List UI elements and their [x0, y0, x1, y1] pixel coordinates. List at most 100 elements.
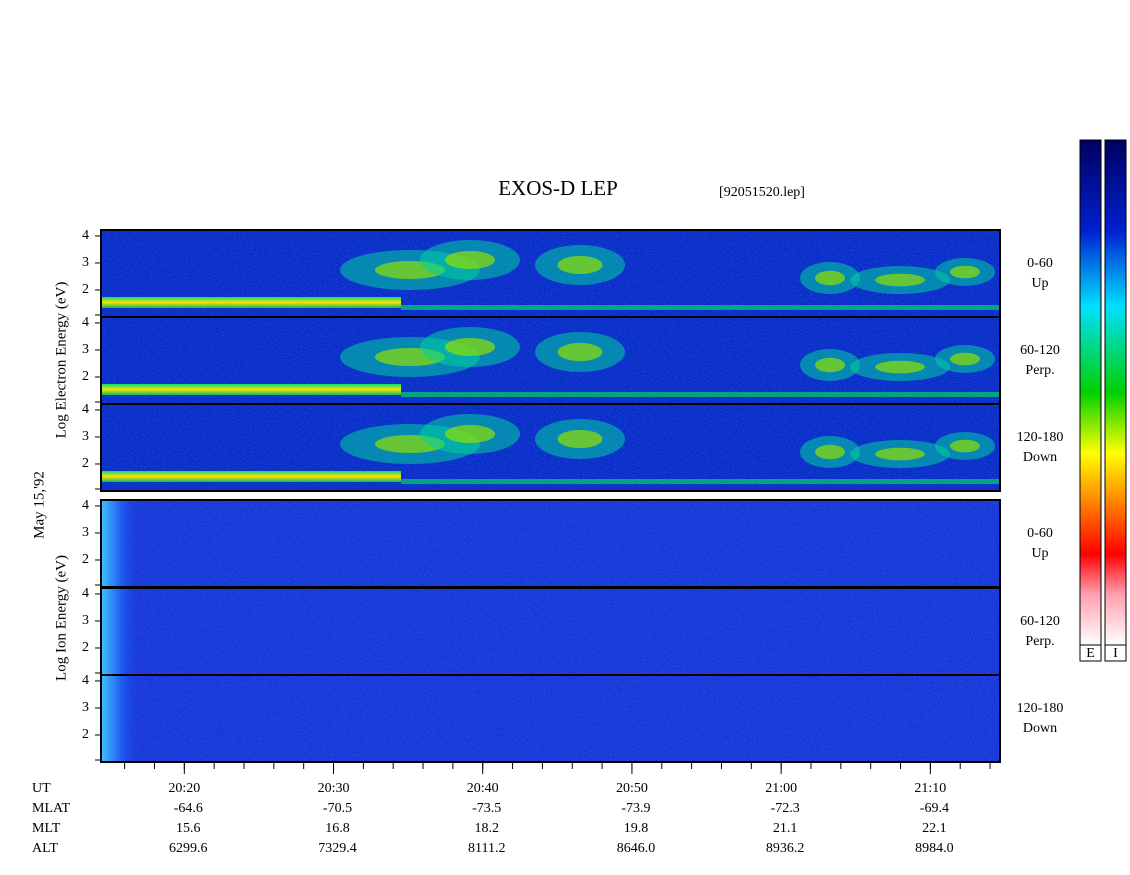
- low-energy-edge: [101, 675, 141, 762]
- pitch-angle-range: 120-180: [1017, 430, 1064, 445]
- pitch-direction: Up: [1031, 546, 1048, 561]
- y-tick-label: 3: [82, 429, 89, 444]
- ephemeris-value: 8936.2: [766, 841, 805, 856]
- y-tick-label: 4: [82, 228, 89, 243]
- spectrogram-noise: [101, 500, 1000, 587]
- low-energy-band: [401, 305, 1000, 310]
- ephemeris-value: 16.8: [325, 821, 350, 836]
- y-tick-label: 4: [82, 402, 89, 417]
- ephemeris-value: -69.4: [920, 801, 949, 816]
- pitch-direction: Down: [1023, 450, 1057, 465]
- y-tick-label: 3: [82, 700, 89, 715]
- x-tick-label: 21:00: [765, 781, 797, 796]
- ephemeris-value: 21.1: [773, 821, 798, 836]
- colorbar-label: I: [1113, 646, 1118, 661]
- x-tick-label: 20:20: [168, 781, 200, 796]
- pitch-direction: Perp.: [1025, 363, 1054, 378]
- y-tick-label: 2: [82, 640, 89, 655]
- emission-core: [875, 447, 925, 461]
- x-tick-label: 21:10: [914, 781, 946, 796]
- y-tick-label: 3: [82, 525, 89, 540]
- ephemeris-value: 8646.0: [617, 841, 656, 856]
- emission-core: [445, 338, 495, 356]
- ephemeris-value: -73.9: [621, 801, 650, 816]
- low-energy-band: [101, 297, 401, 308]
- emission-core: [815, 444, 845, 460]
- pitch-angle-range: 60-120: [1020, 614, 1060, 629]
- emission-core: [875, 360, 925, 374]
- emission-core: [557, 430, 603, 448]
- row-label: MLT: [32, 821, 61, 836]
- colorbar-label-box: [1104, 644, 1127, 662]
- ion-axis-label: Log Ion Energy (eV): [53, 555, 69, 681]
- ephemeris-value: -64.6: [174, 801, 203, 816]
- ephemeris-value: 15.6: [176, 821, 201, 836]
- panels: 2 3 4 0-60 Up 2 3 4 60-120 Perp. 2 3 4 120-180 Down 2 3 4…: [82, 228, 1064, 763]
- emission-core: [950, 352, 980, 366]
- emission-core: [445, 425, 495, 443]
- y-tick-label: 4: [82, 315, 89, 330]
- ephemeris-value: 22.1: [922, 821, 947, 836]
- colorbar-label-box: [1079, 644, 1102, 662]
- spectrogram-noise: [101, 588, 1000, 675]
- y-tick-label: 2: [82, 369, 89, 384]
- pitch-direction: Up: [1031, 276, 1048, 291]
- ephemeris-value: 19.8: [624, 821, 649, 836]
- ephemeris-value: 7329.4: [318, 841, 357, 856]
- y-tick-label: 2: [82, 552, 89, 567]
- y-tick-label: 2: [82, 727, 89, 742]
- date-label: May 15,'92: [31, 471, 47, 539]
- emission-core: [815, 270, 845, 286]
- time-axis: UT MLAT MLT ALT 20:20 -64.6 15.6 6299.6 20:30 -70…: [32, 761, 1000, 856]
- low-energy-band: [101, 471, 401, 482]
- pitch-direction: Down: [1023, 721, 1057, 736]
- y-tick-label: 4: [82, 586, 89, 601]
- low-energy-band: [401, 479, 1000, 484]
- pitch-angle-range: 60-120: [1020, 343, 1060, 358]
- y-tick-label: 3: [82, 342, 89, 357]
- ephemeris-value: -72.3: [771, 801, 800, 816]
- ephemeris-value: 18.2: [474, 821, 499, 836]
- panel-frame: [100, 403, 1001, 492]
- pitch-angle-range: 0-60: [1027, 526, 1053, 541]
- x-tick-label: 20:30: [318, 781, 350, 796]
- title: EXOS-D LEP: [498, 176, 618, 200]
- emission-core: [445, 251, 495, 269]
- emission-core: [875, 273, 925, 287]
- colorbar: [1104, 139, 1127, 646]
- ephemeris-value: 8111.2: [468, 841, 505, 856]
- emission-core: [950, 439, 980, 453]
- emission-core: [950, 265, 980, 279]
- ephemeris-value: 8984.0: [915, 841, 954, 856]
- y-tick-label: 2: [82, 456, 89, 471]
- low-energy-edge: [101, 588, 141, 675]
- x-tick-label: 20:40: [467, 781, 499, 796]
- colorbar-label: E: [1086, 646, 1095, 661]
- pitch-direction: Perp.: [1025, 634, 1054, 649]
- file-name: [92051520.lep]: [719, 185, 805, 200]
- y-tick-label: 2: [82, 282, 89, 297]
- spectrogram-noise: [101, 675, 1000, 762]
- ephemeris-value: 6299.6: [169, 841, 208, 856]
- y-tick-label: 3: [82, 613, 89, 628]
- row-label: ALT: [32, 841, 58, 856]
- y-tick-label: 3: [82, 255, 89, 270]
- row-label: UT: [32, 781, 51, 796]
- colorbar: [1079, 139, 1102, 646]
- y-tick-label: 4: [82, 673, 89, 688]
- low-energy-band: [101, 384, 401, 395]
- ephemeris-value: -70.5: [323, 801, 352, 816]
- emission-core: [815, 357, 845, 373]
- emission-core: [557, 343, 603, 361]
- low-energy-edge: [101, 500, 141, 587]
- row-label: MLAT: [32, 801, 71, 816]
- ephemeris-value: -73.5: [472, 801, 501, 816]
- electron-axis-label: Log Electron Energy (eV): [53, 282, 69, 439]
- y-tick-label: 4: [82, 498, 89, 513]
- emission-core: [557, 256, 603, 274]
- x-tick-label: 20:50: [616, 781, 648, 796]
- pitch-angle-range: 120-180: [1017, 701, 1064, 716]
- pitch-angle-range: 0-60: [1027, 256, 1053, 271]
